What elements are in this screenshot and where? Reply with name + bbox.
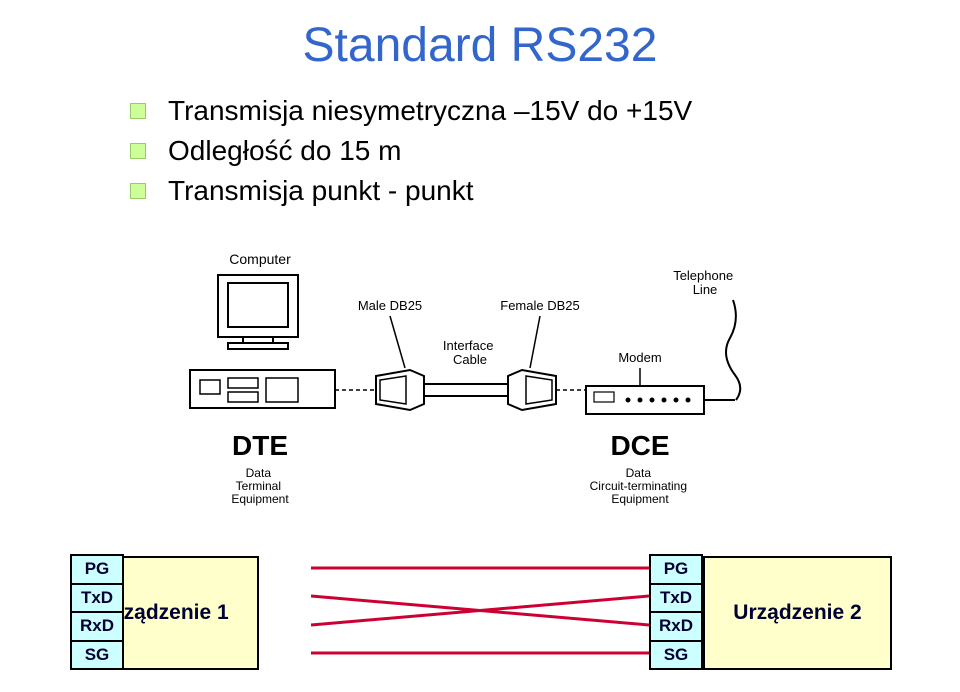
pin-label: PG [72, 556, 122, 585]
label-modem: Modem [618, 350, 661, 365]
bullet-icon [130, 143, 146, 159]
pin-label: SG [651, 642, 701, 669]
label-computer: Computer [229, 251, 291, 267]
bullet-list: Transmisja niesymetryczna –15V do +15V O… [130, 95, 692, 215]
bullet-icon [130, 103, 146, 119]
wiring-svg [311, 554, 649, 672]
label-cable: Interface Cable [443, 338, 497, 367]
label-dce-sub: Data Circuit-terminating Equipment [590, 466, 691, 506]
bullet-icon [130, 183, 146, 199]
page-title: Standard RS232 [0, 18, 960, 73]
pin-label: SG [72, 642, 122, 669]
connection-diagram: Urządzenie 1 PG TxD RxD SG PG TxD RxD SG… [70, 556, 890, 676]
pin-label: RxD [651, 613, 701, 642]
bullet-item: Transmisja niesymetryczna –15V do +15V [130, 95, 692, 127]
label-dte: DTE [232, 430, 288, 461]
device-2-box: Urządzenie 2 [703, 556, 892, 670]
bullet-text: Transmisja punkt - punkt [168, 175, 474, 207]
label-telephone: Telephone Line [673, 268, 737, 297]
label-female-db25: Female DB25 [500, 298, 579, 313]
bullet-text: Transmisja niesymetryczna –15V do +15V [168, 95, 692, 127]
pin-label: TxD [651, 585, 701, 614]
label-male-db25: Male DB25 [358, 298, 422, 313]
bullet-item: Transmisja punkt - punkt [130, 175, 692, 207]
label-dce: DCE [610, 430, 669, 461]
pin-label: TxD [72, 585, 122, 614]
pin-block-right: PG TxD RxD SG [649, 554, 703, 670]
pin-label: RxD [72, 613, 122, 642]
label-dte-sub: Data Terminal Equipment [231, 466, 289, 506]
pin-block-left: PG TxD RxD SG [70, 554, 124, 670]
dte-dce-diagram: Computer Male DB25 Female DB25 Telephone… [180, 250, 780, 520]
bullet-text: Odległość do 15 m [168, 135, 401, 167]
bullet-item: Odległość do 15 m [130, 135, 692, 167]
pin-label: PG [651, 556, 701, 585]
